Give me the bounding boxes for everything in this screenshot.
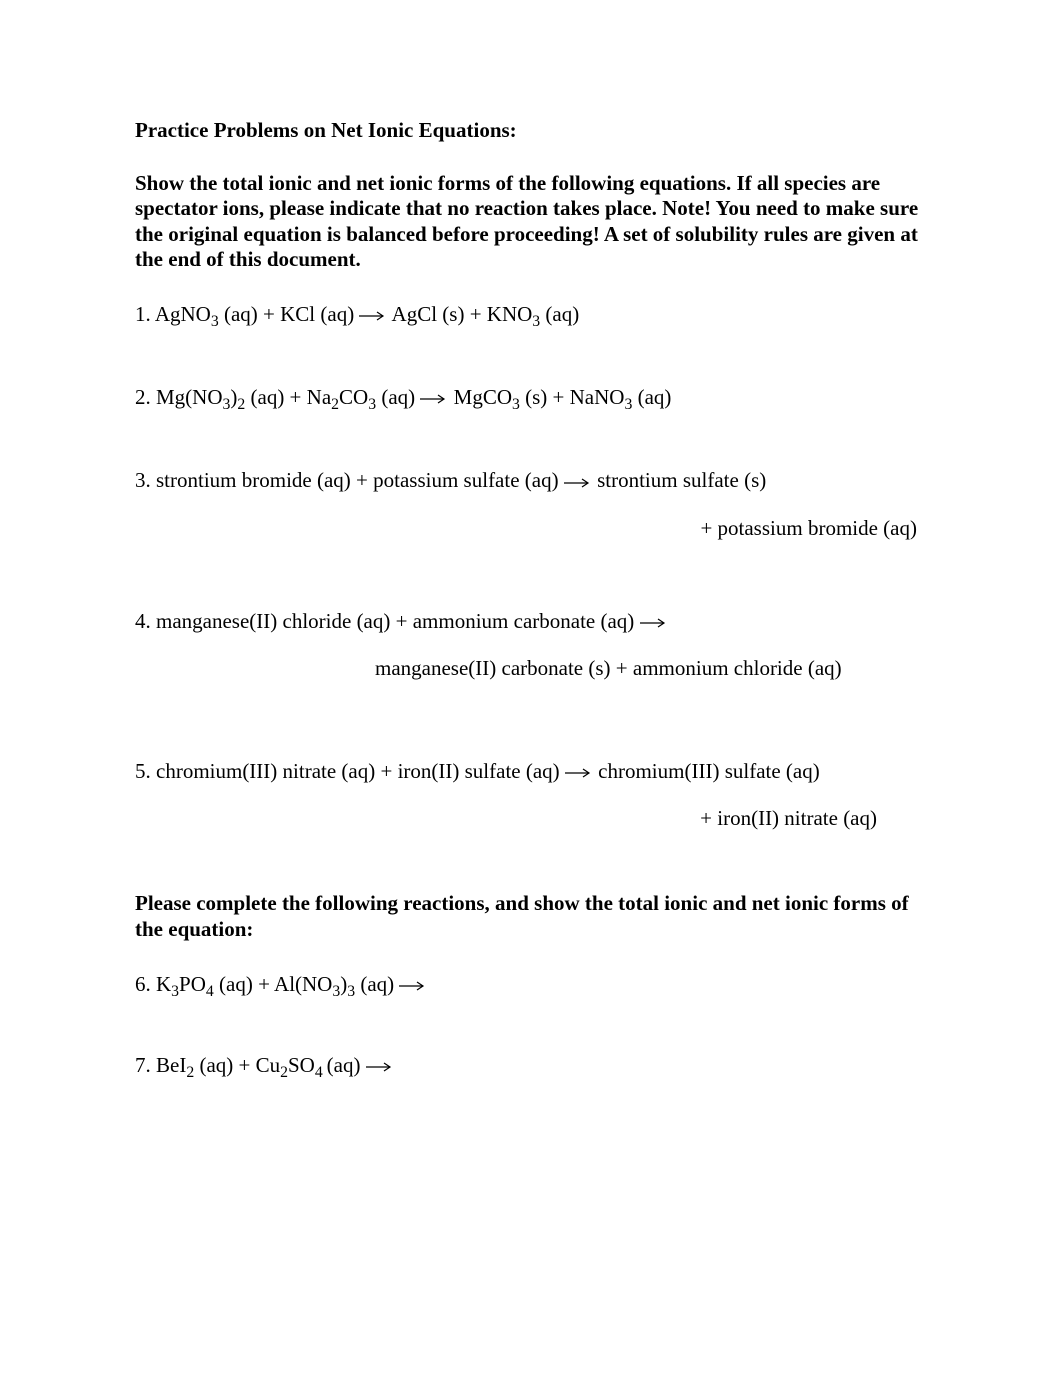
subscript: 2 (331, 396, 339, 413)
arrow-icon (399, 981, 427, 991)
problem-number: 5. (135, 759, 156, 783)
text: Mg(NO (156, 385, 223, 409)
problem-6: 6. K3PO4 (aq) + Al(NO3)3 (aq) (135, 972, 927, 997)
text: manganese(II) carbonate (s) + ammonium c… (375, 656, 842, 680)
text: MgCO (448, 385, 512, 409)
subscript: 3 (211, 313, 219, 330)
text: (aq) (632, 385, 671, 409)
problem-number: 4. (135, 609, 156, 633)
text: CO (339, 385, 368, 409)
problem-number: 6. (135, 972, 156, 996)
problem-3: 3. strontium bromide (aq) + potassium su… (135, 468, 927, 493)
text: PO (179, 972, 206, 996)
text: BeI (156, 1053, 186, 1077)
problem-4: 4. manganese(II) chloride (aq) + ammoniu… (135, 609, 927, 634)
document-title: Practice Problems on Net Ionic Equations… (135, 118, 927, 143)
text: SO (288, 1053, 315, 1077)
text: AgNO (155, 302, 211, 326)
text: strontium bromide (aq) + potassium sulfa… (156, 468, 564, 492)
text: chromium(III) nitrate (aq) + iron(II) su… (156, 759, 565, 783)
problem-number: 3. (135, 468, 156, 492)
text: (aq) + Cu (194, 1053, 280, 1077)
arrow-icon (420, 394, 448, 404)
text: (aq) + Al(NO (214, 972, 333, 996)
text: (aq) (540, 302, 579, 326)
subscript: 3 (347, 983, 355, 1000)
subscript: 3 (171, 983, 179, 1000)
arrow-icon (366, 1062, 394, 1072)
problem-2: 2. Mg(NO3)2 (aq) + Na2CO3 (aq) MgCO3 (s)… (135, 385, 927, 410)
problem-number: 2. (135, 385, 156, 409)
subscript: 3 (512, 396, 520, 413)
subscript: 4 (206, 983, 214, 1000)
arrow-icon (359, 311, 387, 321)
text: (aq) + KCl (aq) (219, 302, 360, 326)
subscript: 2 (280, 1064, 288, 1081)
text: K (156, 972, 171, 996)
page-container: Practice Problems on Net Ionic Equations… (0, 0, 1062, 1078)
problem-5-continuation: + iron(II) nitrate (aq) (135, 806, 927, 831)
text: strontium sulfate (s) (592, 468, 766, 492)
subscript: 3 (368, 396, 376, 413)
arrow-icon (564, 478, 592, 488)
subscript: 4 (315, 1064, 327, 1081)
text: chromium(III) sulfate (aq) (593, 759, 820, 783)
section-2-header: Please complete the following reactions,… (135, 891, 927, 941)
problem-3-continuation: + potassium bromide (aq) (135, 516, 927, 541)
problem-5: 5. chromium(III) nitrate (aq) + iron(II)… (135, 759, 927, 784)
text: (aq) + Na (245, 385, 331, 409)
arrow-icon (565, 768, 593, 778)
subscript: 3 (532, 313, 540, 330)
arrow-icon (640, 618, 668, 628)
text: (aq) (327, 1053, 366, 1077)
text: (aq) (355, 972, 399, 996)
problem-1: 1. AgNO3 (aq) + KCl (aq) AgCl (s) + KNO3… (135, 302, 927, 327)
text: (aq) (376, 385, 420, 409)
text: + potassium bromide (aq) (700, 516, 917, 540)
text: manganese(II) chloride (aq) + ammonium c… (156, 609, 640, 633)
instructions-paragraph: Show the total ionic and net ionic forms… (135, 171, 927, 272)
problem-number: 7. (135, 1053, 156, 1077)
problem-4-continuation: manganese(II) carbonate (s) + ammonium c… (135, 656, 927, 681)
text: + iron(II) nitrate (aq) (700, 806, 877, 830)
problem-7: 7. BeI2 (aq) + Cu2SO4 (aq) (135, 1053, 927, 1078)
text: AgCl (s) + KNO (387, 302, 532, 326)
text: (s) + NaNO (520, 385, 625, 409)
problem-number: 1. (135, 302, 155, 326)
